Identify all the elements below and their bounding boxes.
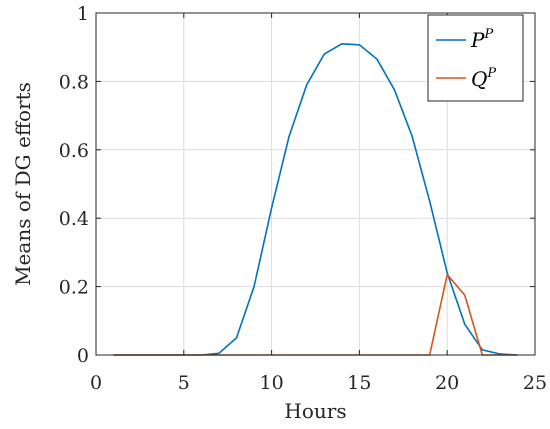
x-tick-label: 0 bbox=[90, 372, 102, 394]
legend: PP QP bbox=[427, 14, 524, 102]
y-tick-label: 1 bbox=[77, 3, 89, 25]
y-tick-label: 0.6 bbox=[59, 140, 89, 162]
x-tick-label: 10 bbox=[260, 372, 284, 394]
x-tick-label: 25 bbox=[523, 372, 547, 394]
legend-label-q: QP bbox=[471, 66, 496, 91]
y-tick-label: 0.8 bbox=[59, 71, 89, 93]
plot-area-frame bbox=[95, 12, 536, 356]
x-tick-label: 5 bbox=[178, 372, 190, 394]
axis-ticks: 0 5 10 15 20 25 0 0.2 0.4 0.6 0.8 1 bbox=[59, 3, 547, 394]
y-tick-label: 0.2 bbox=[59, 277, 89, 299]
y-tick-label: 0.4 bbox=[59, 208, 89, 230]
legend-label-p-sup: P bbox=[483, 27, 493, 42]
legend-label-p: PP bbox=[470, 27, 493, 52]
legend-label-q-sup: P bbox=[486, 66, 496, 81]
y-tick-label: 0 bbox=[77, 345, 89, 367]
x-tick-label: 15 bbox=[347, 372, 371, 394]
y-axis-label: Means of DG efforts bbox=[11, 82, 35, 286]
x-axis-label: Hours bbox=[284, 399, 346, 423]
legend-box bbox=[427, 14, 524, 102]
x-tick-label: 20 bbox=[435, 372, 459, 394]
